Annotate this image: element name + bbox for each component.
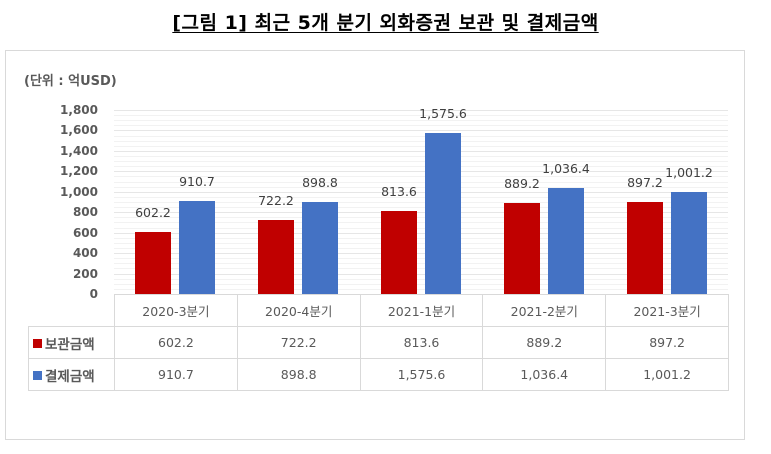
data-label: 898.8 <box>302 175 338 190</box>
minor-gridline <box>114 176 728 177</box>
table-corner <box>28 294 115 327</box>
minor-gridline <box>114 248 728 249</box>
y-tick-label: 1,800 <box>60 103 98 117</box>
data-label: 722.2 <box>258 193 294 208</box>
table-header-row: 2020-3분기 2020-4분기 2021-1분기 2021-2분기 2021… <box>28 294 729 327</box>
data-label: 889.2 <box>504 176 540 191</box>
table-cell: 910.7 <box>114 358 238 391</box>
gridline <box>114 110 728 111</box>
gridline <box>114 253 728 254</box>
minor-gridline <box>114 202 728 203</box>
minor-gridline <box>114 243 728 244</box>
bar-custody <box>627 202 663 294</box>
minor-gridline <box>114 115 728 116</box>
bar-settlement <box>302 202 338 294</box>
table-cell: 1,575.6 <box>359 358 484 391</box>
y-tick-label: 1,200 <box>60 164 98 178</box>
unit-label: (단위 : 억USD) <box>24 74 117 89</box>
data-table: 2020-3분기 2020-4분기 2021-1분기 2021-2분기 2021… <box>28 294 729 391</box>
gridline <box>114 151 728 152</box>
minor-gridline <box>114 263 728 264</box>
table-cell: 602.2 <box>114 326 238 359</box>
minor-gridline <box>114 222 728 223</box>
minor-gridline <box>114 187 728 188</box>
bar-settlement <box>671 192 707 294</box>
table-cell: 889.2 <box>482 326 607 359</box>
minor-gridline <box>114 125 728 126</box>
table-cell: 722.2 <box>236 326 361 359</box>
y-tick-label: 600 <box>72 226 98 240</box>
minor-gridline <box>114 146 728 147</box>
data-label: 602.2 <box>135 205 171 220</box>
data-label: 1,001.2 <box>665 165 713 180</box>
gridline <box>114 171 728 172</box>
bar-custody <box>381 211 417 294</box>
legend-entry-settlement: 결제금액 <box>28 358 115 391</box>
gridline <box>114 274 728 275</box>
y-tick-label: 400 <box>72 246 98 260</box>
bar-settlement <box>179 201 215 294</box>
bar-settlement <box>548 188 584 294</box>
legend-key-blue-icon <box>33 370 42 380</box>
minor-gridline <box>114 238 728 239</box>
gridline <box>114 233 728 234</box>
minor-gridline <box>114 156 728 157</box>
y-tick-label: 200 <box>72 267 98 281</box>
minor-gridline <box>114 217 728 218</box>
table-header-cell: 2020-3분기 <box>114 294 238 327</box>
table-header-cell: 2020-4분기 <box>236 294 361 327</box>
minor-gridline <box>114 279 728 280</box>
y-tick-label: 800 <box>72 205 98 219</box>
minor-gridline <box>114 182 728 183</box>
minor-gridline <box>114 289 728 290</box>
table-row: 보관금액 602.2 722.2 813.6 889.2 897.2 <box>28 326 729 359</box>
data-label: 1,036.4 <box>542 161 590 176</box>
y-tick-label: 1,000 <box>60 185 98 199</box>
chart-title: [그림 1] 최근 5개 분기 외화증권 보관 및 결제금액 <box>172 12 599 34</box>
data-label: 1,575.6 <box>419 106 467 121</box>
legend-label: 결제금액 <box>45 368 95 385</box>
table-header-cell: 2021-1분기 <box>359 294 484 327</box>
gridline <box>114 130 728 131</box>
table-header-cell: 2021-2분기 <box>482 294 607 327</box>
minor-gridline <box>114 120 728 121</box>
bar-custody <box>135 232 171 294</box>
table-cell: 898.8 <box>236 358 361 391</box>
y-tick-label: 1,600 <box>60 123 98 137</box>
minor-gridline <box>114 197 728 198</box>
gridline <box>114 192 728 193</box>
y-tick-label: 1,400 <box>60 144 98 158</box>
table-cell: 897.2 <box>605 326 729 359</box>
table-row: 결제금액 910.7 898.8 1,575.6 1,036.4 1,001.2 <box>28 358 729 391</box>
gridline <box>114 212 728 213</box>
table-cell: 1,036.4 <box>482 358 607 391</box>
minor-gridline <box>114 161 728 162</box>
minor-gridline <box>114 166 728 167</box>
minor-gridline <box>114 136 728 137</box>
legend-key-red-icon <box>33 338 42 348</box>
table-header-cell: 2021-3분기 <box>605 294 729 327</box>
minor-gridline <box>114 258 728 259</box>
minor-gridline <box>114 284 728 285</box>
minor-gridline <box>114 268 728 269</box>
minor-gridline <box>114 141 728 142</box>
data-label: 897.2 <box>627 175 663 190</box>
y-tick-label: 0 <box>89 287 98 301</box>
legend-entry-custody: 보관금액 <box>28 326 115 359</box>
bar-settlement <box>425 133 461 294</box>
table-cell: 813.6 <box>359 326 484 359</box>
data-label: 910.7 <box>179 174 215 189</box>
bar-custody <box>504 203 540 294</box>
minor-gridline <box>114 228 728 229</box>
table-cell: 1,001.2 <box>605 358 729 391</box>
bar-custody <box>258 220 294 294</box>
data-label: 813.6 <box>381 184 417 199</box>
legend-label: 보관금액 <box>45 336 95 353</box>
minor-gridline <box>114 207 728 208</box>
